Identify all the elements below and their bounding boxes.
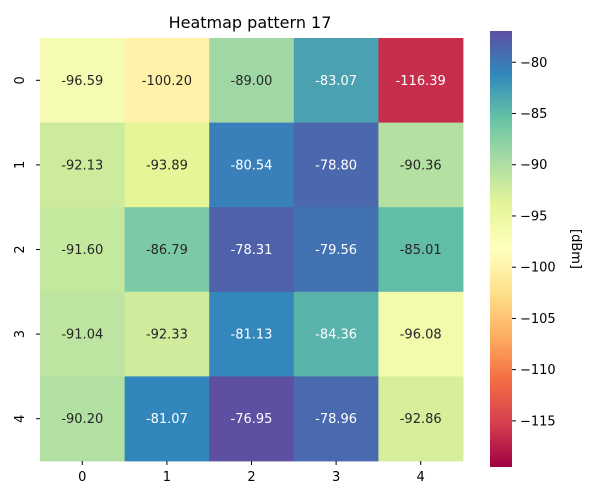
heatmap-cells <box>40 38 464 462</box>
heatmap-cell <box>209 122 295 208</box>
heatmap-cell-label: -81.07 <box>146 412 188 427</box>
heatmap-cell <box>378 122 464 208</box>
heatmap-cell <box>209 207 295 293</box>
colorbar-tick-label: −85 <box>520 107 547 122</box>
x-tick-label: 1 <box>163 470 171 485</box>
chart-title: Heatmap pattern 17 <box>169 13 332 32</box>
heatmap-cell <box>124 122 210 208</box>
colorbar-tick-label: −95 <box>520 209 547 224</box>
heatmap-cell <box>124 376 210 462</box>
heatmap-cell <box>378 38 464 123</box>
heatmap-cell <box>293 207 379 293</box>
heatmap-cell <box>40 291 125 377</box>
x-tick-label: 0 <box>78 470 86 485</box>
heatmap-cell <box>40 376 125 462</box>
heatmap-cell <box>293 122 379 208</box>
colorbar-tick-label: −90 <box>520 158 547 173</box>
heatmap-cell-label: -91.60 <box>61 243 103 258</box>
heatmap-cell-label: -83.07 <box>315 74 357 89</box>
heatmap-cell-label: -84.36 <box>315 328 357 343</box>
heatmap-cell-label: -90.20 <box>61 412 103 427</box>
y-tick-label: 2 <box>13 245 28 253</box>
heatmap-cell <box>293 291 379 377</box>
colorbar-tick-label: −80 <box>520 56 547 71</box>
heatmap-cell <box>378 207 464 293</box>
heatmap-cell-label: -78.31 <box>231 243 273 258</box>
x-tick-label: 3 <box>332 470 340 485</box>
y-tick-label: 4 <box>13 415 28 423</box>
x-tick-label: 2 <box>247 470 255 485</box>
colorbar-tick-label: −100 <box>520 261 556 276</box>
heatmap-cell-label: -100.20 <box>142 74 192 89</box>
heatmap-cell <box>40 207 125 293</box>
colorbar-tick-label: −110 <box>520 363 556 378</box>
heatmap-cell-label: -89.00 <box>231 74 273 89</box>
heatmap-cell-label: -78.96 <box>315 412 357 427</box>
heatmap-cell-label: -96.59 <box>61 74 103 89</box>
heatmap-cell-label: -116.39 <box>396 74 446 89</box>
heatmap-cell <box>209 376 295 462</box>
colorbar-label: [dBm] <box>568 229 583 269</box>
heatmap-cell <box>124 291 210 377</box>
colorbar-tick-label: −105 <box>520 312 556 327</box>
heatmap-cell <box>293 376 379 462</box>
heatmap-cell-label: -90.36 <box>400 158 442 173</box>
heatmap-cell <box>124 38 210 123</box>
y-tick-label: 0 <box>13 76 28 84</box>
heatmap-cell <box>209 38 295 123</box>
heatmap-cell-label: -86.79 <box>146 243 188 258</box>
heatmap-cell-label: -93.89 <box>146 158 188 173</box>
heatmap-cell <box>40 38 125 123</box>
heatmap-cell-label: -96.08 <box>400 328 442 343</box>
y-tick-label: 3 <box>13 330 28 338</box>
colorbar: −80 −85 −90 −95 −100 −105 −110 −115 [dBm] <box>490 31 583 467</box>
heatmap-cell <box>40 122 125 208</box>
heatmap-cell <box>378 376 464 462</box>
heatmap-cell <box>378 291 464 377</box>
x-axis: 0 1 2 3 4 <box>78 461 425 485</box>
heatmap-cell-labels: -96.59 -100.20 -89.00 -83.07 -116.39 -92.13 -9… <box>61 74 445 427</box>
heatmap-cell-label: -92.33 <box>146 328 188 343</box>
y-tick-label: 1 <box>13 161 28 169</box>
heatmap-cell-label: -91.04 <box>61 328 103 343</box>
heatmap-cell-label: -85.01 <box>400 243 442 258</box>
heatmap-cell <box>293 38 379 123</box>
heatmap-cell-label: -78.80 <box>315 158 357 173</box>
y-axis: 0 1 2 3 4 <box>13 76 40 423</box>
colorbar-gradient-bar <box>490 31 512 467</box>
heatmap-cell <box>124 207 210 293</box>
colorbar-ticks: −80 −85 −90 −95 −100 −105 −110 −115 <box>512 56 556 429</box>
x-tick-label: 4 <box>417 470 425 485</box>
colorbar-tick-label: −115 <box>520 414 556 429</box>
heatmap-cell-label: -79.56 <box>315 243 357 258</box>
heatmap-cell-label: -76.95 <box>231 412 273 427</box>
heatmap-cell-label: -92.86 <box>400 412 442 427</box>
heatmap-cell <box>209 291 295 377</box>
heatmap-cell-label: -80.54 <box>231 158 273 173</box>
heatmap-cell-label: -81.13 <box>231 328 273 343</box>
heatmap-cell-label: -92.13 <box>61 158 103 173</box>
